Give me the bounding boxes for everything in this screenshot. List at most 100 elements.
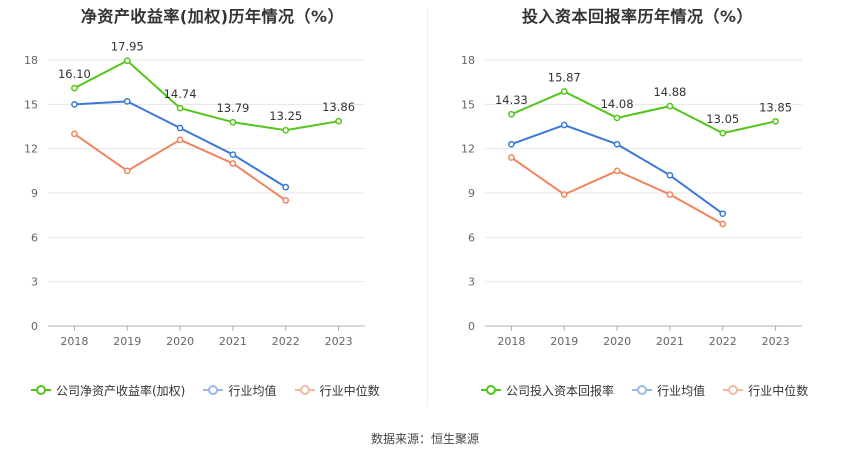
data-point-industry-median (229, 160, 237, 167)
legend-item-company[interactable]: 公司投入资本回报率 (480, 382, 614, 399)
y-tick-label: 3 (468, 276, 475, 289)
x-tick-label: 2019 (550, 335, 578, 348)
data-label: 13.05 (706, 112, 739, 126)
data-point-industry-mean (123, 98, 131, 105)
legend-marker-median-icon (294, 385, 315, 395)
data-point-industry-mean (560, 121, 568, 129)
data-label: 15.87 (548, 70, 581, 84)
legend-label: 行业中位数 (319, 383, 380, 398)
data-label: 13.79 (216, 101, 249, 115)
data-point-industry-mean (613, 140, 621, 148)
x-tick-label: 2021 (656, 335, 684, 348)
data-point-industry-median (176, 136, 184, 144)
data-point-industry-median (666, 191, 674, 198)
chart-legend: 公司净资产收益率(加权) 行业均值 行业中位数 (30, 381, 392, 401)
y-tick-label: 15 (461, 98, 475, 111)
legend-item-company[interactable]: 公司净资产收益率(加权) (30, 382, 185, 399)
roic-chart-panel: 投入资本回报率历年情况（%） 0 3 6 9 12 15 18 2018 2019 2020 202… (425, 0, 850, 410)
panel-divider (427, 8, 428, 406)
x-tick-label: 2021 (219, 335, 247, 348)
legend-marker-company-icon (481, 385, 501, 395)
y-tick-label: 9 (468, 187, 475, 200)
data-point-industry-median (123, 167, 131, 175)
data-point-industry-mean (229, 151, 237, 158)
x-tick-label: 2018 (497, 335, 525, 348)
x-tick-label: 2019 (113, 335, 141, 348)
x-tick-label: 2023 (762, 335, 790, 348)
y-tick-label: 6 (468, 231, 475, 244)
data-point-company (71, 84, 78, 92)
x-tick-label: 2020 (166, 335, 194, 348)
data-point-industry-median (282, 197, 290, 204)
data-label: 13.25 (269, 109, 302, 123)
legend-label: 行业均值 (228, 383, 277, 398)
series-line-company (511, 90, 776, 135)
chart-title: 投入资本回报率历年情况（%） (521, 7, 754, 26)
data-point-industry-median (613, 167, 621, 175)
legend-marker-median-icon (723, 385, 744, 395)
data-point-industry-mean (71, 100, 78, 108)
x-tick-label: 2023 (325, 335, 353, 348)
data-point-company (335, 117, 342, 125)
data-point-company (176, 104, 184, 112)
chart-legend: 公司投入资本回报率 行业均值 行业中位数 (480, 381, 820, 401)
data-point-company (772, 117, 779, 125)
data-point-industry-mean (282, 183, 290, 191)
data-point-industry-mean (666, 171, 674, 179)
data-point-industry-median (71, 130, 78, 138)
data-label: 16.10 (58, 67, 91, 81)
roic-line-chart: 0 3 6 9 12 15 18 2018 2019 2020 2021 2022 2023 14.33 1… (461, 54, 802, 348)
y-tick-label: 0 (468, 320, 475, 333)
data-point-company (282, 126, 290, 134)
y-tick-label: 12 (461, 143, 475, 156)
legend-label: 公司投入资本回报率 (506, 383, 615, 398)
data-point-company (508, 110, 515, 118)
y-tick-label: 0 (31, 320, 38, 333)
data-point-company (123, 57, 131, 65)
x-tick-label: 2018 (60, 335, 88, 348)
y-tick-label: 6 (31, 231, 38, 244)
y-tick-label: 15 (24, 98, 38, 111)
legend-label: 公司净资产收益率(加权) (56, 383, 186, 398)
x-tick-label: 2020 (603, 335, 631, 348)
data-point-industry-mean (719, 210, 727, 218)
data-point-industry-median (719, 220, 727, 228)
x-tick-label: 2022 (272, 335, 300, 348)
data-label: 17.95 (111, 40, 144, 54)
chart-title: 净资产收益率(加权)历年情况（%） (80, 7, 345, 26)
data-point-company (719, 129, 727, 137)
data-point-industry-mean (176, 124, 184, 132)
data-label: 14.08 (601, 97, 634, 111)
y-tick-label: 9 (31, 187, 38, 200)
y-tick-label: 18 (461, 54, 475, 67)
y-tick-label: 18 (24, 54, 38, 67)
legend-marker-company-icon (31, 385, 51, 395)
x-tick-label: 2022 (709, 335, 737, 348)
legend-label: 行业中位数 (748, 383, 809, 398)
roe-chart-panel: 净资产收益率(加权)历年情况（%） 0 3 6 9 12 15 18 2018 2019 2020… (0, 0, 425, 410)
data-point-industry-median (508, 154, 515, 161)
legend-label: 行业均值 (657, 383, 706, 398)
series-line-industry-mean (74, 100, 287, 188)
data-label: 13.85 (759, 100, 792, 114)
series-line-company (73, 59, 339, 132)
legend-item-industry-mean[interactable]: 行业均值 (631, 382, 705, 399)
legend-marker-mean-icon (632, 385, 653, 395)
data-label: 14.74 (164, 87, 197, 101)
legend-item-industry-median[interactable]: 行业中位数 (294, 382, 380, 399)
legend-item-industry-median[interactable]: 行业中位数 (722, 382, 808, 399)
data-point-company (560, 88, 568, 95)
data-label: 14.88 (653, 85, 686, 99)
y-tick-label: 12 (24, 143, 38, 156)
legend-marker-mean-icon (203, 385, 224, 395)
data-label: 14.33 (495, 93, 528, 107)
data-point-industry-median (560, 191, 568, 198)
data-point-company (613, 114, 621, 122)
data-point-company (229, 118, 237, 126)
data-point-industry-mean (508, 140, 515, 148)
roe-line-chart: 0 3 6 9 12 15 18 2018 2019 2020 2021 2022 2023 16.10 1… (24, 40, 365, 348)
data-point-company (666, 102, 674, 110)
legend-item-industry-mean[interactable]: 行业均值 (202, 382, 276, 399)
data-label: 13.86 (322, 100, 355, 114)
data-source-note: 数据来源：恒生聚源 (370, 432, 479, 446)
